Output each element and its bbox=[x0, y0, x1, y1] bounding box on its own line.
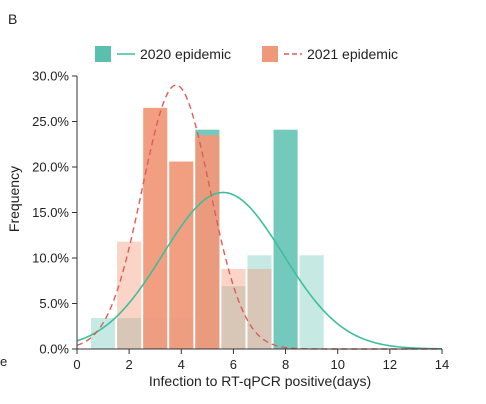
bar-2021 bbox=[195, 135, 220, 349]
x-tick-label: 14 bbox=[435, 357, 449, 372]
y-tick-label: 0.0% bbox=[39, 342, 69, 357]
curve-2020-fit bbox=[76, 191, 443, 350]
bar-2021 bbox=[143, 107, 168, 349]
y-axis-title: Frequency bbox=[6, 166, 22, 232]
legend: 2020 epidemic 2021 epidemic bbox=[95, 46, 398, 62]
edge-fragment: e bbox=[0, 354, 7, 369]
x-tick-label: 6 bbox=[230, 357, 237, 372]
x-tick-label: 8 bbox=[282, 357, 289, 372]
x-axis-ticks: 0 2 4 6 8 10 12 14 bbox=[73, 349, 449, 372]
y-tick-label: 15.0% bbox=[32, 205, 69, 220]
bars-2021-series bbox=[117, 107, 272, 349]
bar-2020 bbox=[247, 255, 272, 349]
y-tick-label: 25.0% bbox=[32, 114, 69, 129]
bar-2021 bbox=[117, 241, 142, 349]
x-tick-label: 0 bbox=[73, 357, 80, 372]
y-tick-label: 20.0% bbox=[32, 160, 69, 175]
legend-label-2020: 2020 epidemic bbox=[140, 46, 231, 62]
x-tick-label: 10 bbox=[330, 357, 344, 372]
y-axis-ticks: 0.0% 5.0% 10.0% 15.0% 20.0% 25.0% 30.0% bbox=[32, 69, 77, 357]
panel-label: B bbox=[8, 11, 17, 27]
bar-2020 bbox=[299, 255, 324, 349]
bar-2020 bbox=[273, 129, 298, 349]
y-tick-label: 10.0% bbox=[32, 251, 69, 266]
legend-swatch-2020 bbox=[95, 46, 111, 62]
legend-swatch-2021 bbox=[262, 46, 278, 62]
bar-2020 bbox=[221, 286, 246, 349]
legend-label-2021: 2021 epidemic bbox=[307, 46, 398, 62]
y-tick-label: 5.0% bbox=[39, 296, 69, 311]
bar-2020 bbox=[117, 318, 142, 349]
x-axis-title: Infection to RT-qPCR positive(days) bbox=[149, 373, 371, 389]
curve-2021-fit bbox=[76, 84, 442, 350]
bar-2021 bbox=[169, 161, 194, 349]
y-tick-label: 30.0% bbox=[32, 69, 69, 84]
x-tick-label: 2 bbox=[126, 357, 133, 372]
x-tick-label: 4 bbox=[178, 357, 185, 372]
x-tick-label: 12 bbox=[383, 357, 397, 372]
